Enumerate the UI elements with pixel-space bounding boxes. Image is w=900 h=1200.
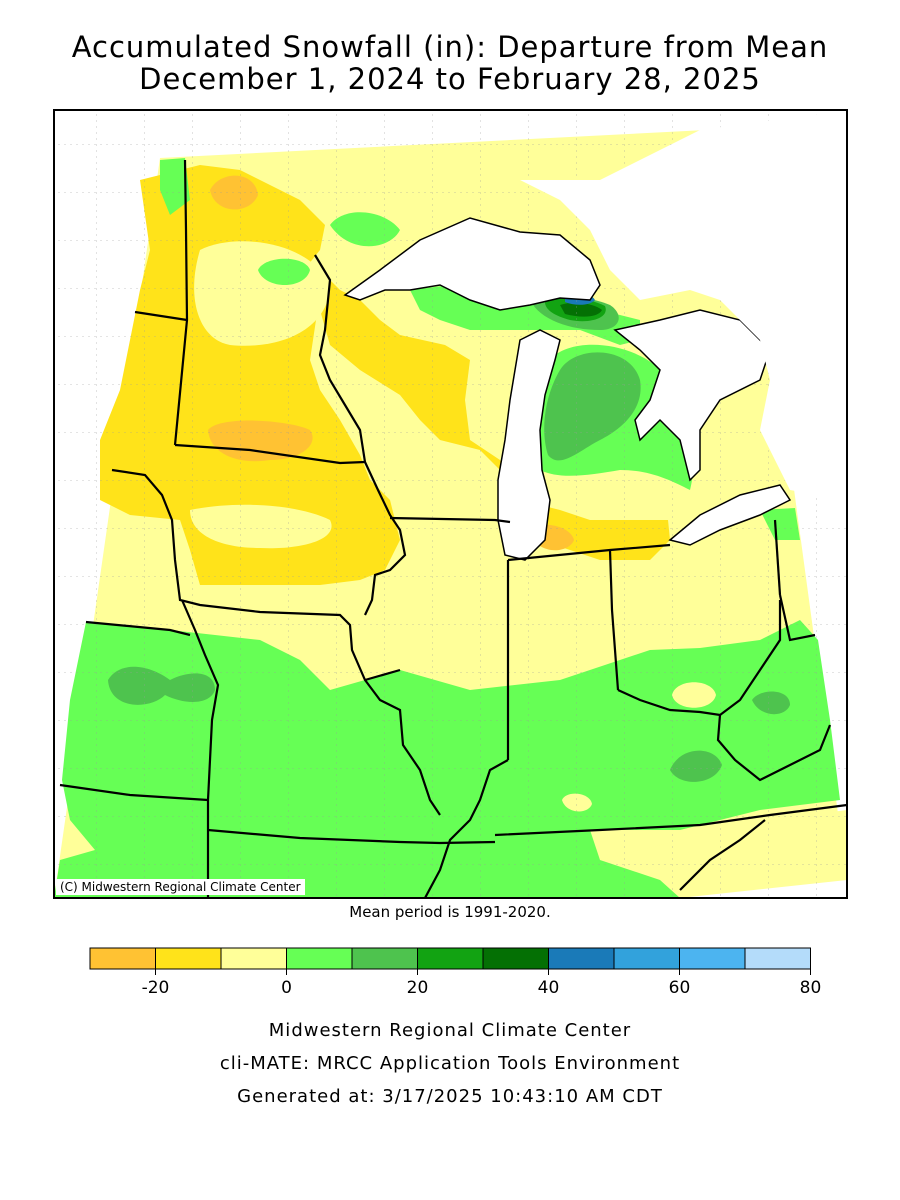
- legend-tick-label: 0: [281, 978, 292, 998]
- legend-swatch: [482, 947, 549, 970]
- legend-swatch: [351, 947, 418, 970]
- legend-swatch: [89, 947, 156, 970]
- legend-tick-label: 80: [800, 978, 822, 998]
- map-frame: [53, 109, 848, 899]
- legend-tick-label: 20: [407, 978, 429, 998]
- lake-superior: [343, 217, 601, 311]
- footer-generated: Generated at: 3/17/2025 10:43:10 AM CDT: [237, 1086, 663, 1107]
- legend-swatch: [417, 947, 484, 970]
- legend-swatch: [613, 947, 680, 970]
- legend-swatch: [744, 947, 811, 970]
- legend-swatch: [548, 947, 615, 970]
- lake-erie: [668, 484, 792, 546]
- mean-period-note: Mean period is 1991-2020.: [349, 903, 551, 921]
- legend-swatch: [155, 947, 222, 970]
- legend-tick-label: 40: [538, 978, 560, 998]
- legend-swatch: [220, 947, 287, 970]
- footer-org: Midwestern Regional Climate Center: [268, 1020, 632, 1041]
- lake-huron: [613, 309, 771, 482]
- lake-michigan: [497, 329, 561, 561]
- legend-tick-label: -20: [142, 978, 170, 998]
- legend-swatch: [286, 947, 353, 970]
- map-copyright: (C) Midwestern Regional Climate Center: [56, 879, 305, 895]
- map-title-line1: Accumulated Snowfall (in): Departure fro…: [71, 30, 829, 64]
- state-borders: [59, 159, 847, 898]
- legend-swatch: [679, 947, 746, 970]
- legend-tick-label: 60: [669, 978, 691, 998]
- footer-tool: cli-MATE: MRCC Application Tools Environ…: [219, 1053, 681, 1074]
- map-title-line2: December 1, 2024 to February 28, 2025: [139, 62, 761, 96]
- ontario-land: [520, 110, 847, 500]
